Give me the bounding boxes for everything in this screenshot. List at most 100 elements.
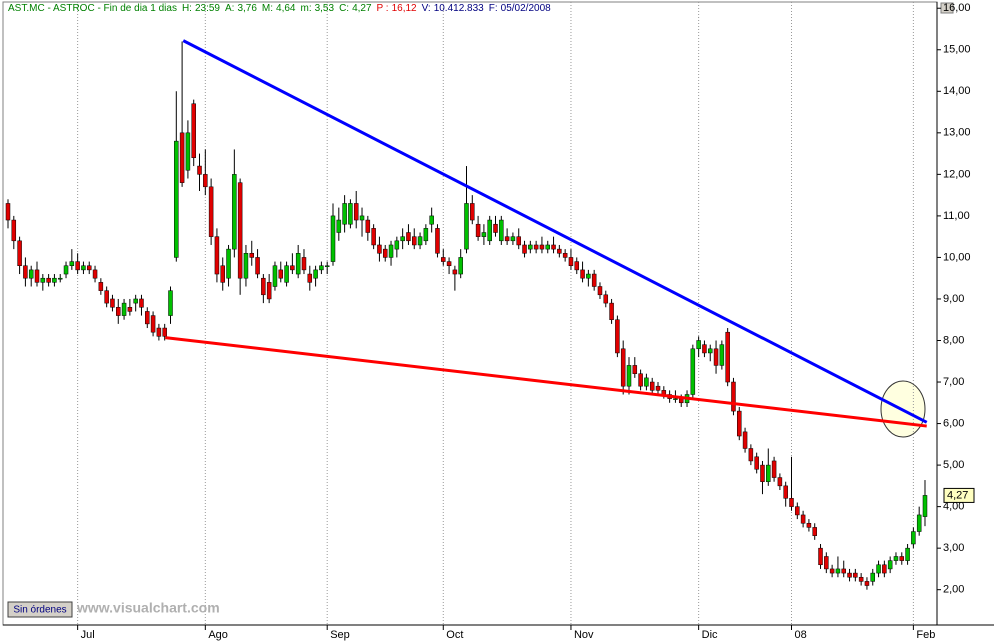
candle-body [162,327,167,337]
candle-body [57,277,63,280]
candle-body [475,223,481,237]
candle-body [818,547,823,566]
candle-body [731,381,736,412]
y-tick-label: 13,00 [943,127,971,139]
candle-body [197,165,202,175]
candle-body [876,564,881,574]
candle-body [330,215,336,262]
candle-body [725,331,730,383]
candle-body [783,485,788,499]
x-tick-label: Nov [574,629,594,641]
header-text: F: [489,3,498,14]
candle-body [487,219,492,242]
candle-body [696,340,701,350]
candle-body [208,186,214,237]
x-tick-label: Dic [702,629,718,641]
candle-body [922,495,928,517]
y-tick-label: 11,00 [943,210,970,222]
trendline [165,336,927,428]
candle-body [243,253,249,279]
candle-body [348,203,353,225]
candle-body [626,365,632,387]
candle-body [17,240,22,266]
candle-body [417,236,423,246]
watermark: www.visualchart.com [76,600,220,616]
candle-body [789,498,794,507]
header-text: H: [182,3,192,14]
header-text: m: [300,3,311,14]
candle-body [377,244,382,254]
candle-body [278,269,284,279]
candle-body [870,572,876,582]
candle-body [174,140,179,258]
candle-body [504,236,510,242]
candle-body [394,240,400,250]
candle-body [63,265,69,275]
y-tick-label: 2,00 [943,584,964,596]
candle-body [324,265,330,267]
candle-body [185,132,191,171]
candle-body [133,298,138,304]
candle-body [493,223,498,233]
x-tick-label: Sep [330,629,350,641]
candle-body [412,236,417,246]
header-text: C: [339,3,349,14]
header-value: 3,53 [315,3,335,14]
candle-body [226,248,231,279]
header-value: 10.412.833 [434,3,484,14]
candle-body [290,265,295,271]
x-tick-label: 08 [794,629,806,641]
candle-body [336,219,342,233]
candle-body [92,269,98,279]
header-value: 4,64 [276,3,296,14]
candle-body [580,269,585,279]
y-tick-label: 16,00 [943,2,971,14]
last-price-box [943,487,975,503]
trendline [182,39,928,424]
y-tick-label: 12,00 [943,168,971,180]
candle-body [568,257,574,266]
orders-button-label[interactable]: Sin órdenes [13,605,66,616]
candle-body [638,373,643,387]
candle-body [522,244,527,254]
candle-body [319,265,324,271]
candle-body [864,581,870,586]
y-tick-label: 4,00 [943,501,964,513]
candle-body [777,477,783,487]
candle-body [255,257,260,275]
candle-body [295,253,301,275]
candle-body [655,385,661,391]
candle-body [272,265,278,287]
candle-body [905,547,910,561]
candle-body [649,381,655,391]
candle-body [388,244,394,258]
candle-body [342,203,347,225]
y-tick-label: 3,00 [943,542,964,554]
candle-body [266,282,272,300]
candle-body [847,572,852,578]
candle-body [11,219,17,242]
candle-body [713,348,719,366]
candle-body [795,506,800,516]
header-value: 23:59 [195,3,220,14]
header-text: AST.MC - ASTROC - Fin de dia 1 dias [8,3,177,14]
y-tick-label: 14,00 [943,85,971,97]
x-tick-label: Oct [446,629,463,641]
candle-body [899,556,905,561]
candle-body [464,203,469,250]
candle-body [301,257,307,271]
candle-body [800,514,806,524]
candle-body [470,203,475,221]
candle-body [237,182,243,279]
header-value: 3,76 [237,3,257,14]
header-text: A: [225,3,234,14]
orders-button[interactable] [7,601,73,618]
candle-body [673,398,678,400]
candle-body [603,294,609,304]
candle-body [690,348,696,395]
candle-body [46,277,51,283]
candle-body [620,348,626,387]
candle-body [707,348,713,354]
candle-body [893,556,899,561]
